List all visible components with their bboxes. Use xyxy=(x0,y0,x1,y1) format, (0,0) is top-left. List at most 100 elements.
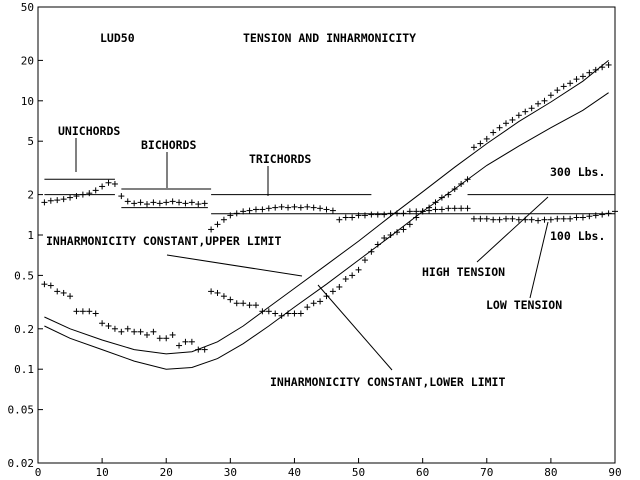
data-point xyxy=(124,325,131,332)
data-point xyxy=(182,200,189,207)
data-point xyxy=(406,208,413,215)
x-tick-label: 90 xyxy=(608,466,621,479)
data-point xyxy=(252,302,259,309)
data-point xyxy=(394,210,401,217)
data-point xyxy=(124,198,131,205)
data-point xyxy=(60,196,67,203)
data-point xyxy=(573,214,580,221)
data-point xyxy=(432,206,439,213)
data-point xyxy=(342,214,349,221)
y-tick-label: 0.2 xyxy=(14,323,34,336)
data-point xyxy=(156,335,163,342)
data-point xyxy=(150,328,157,335)
data-point xyxy=(214,289,221,296)
data-point xyxy=(490,129,497,136)
data-point xyxy=(342,276,349,283)
x-tick-label: 10 xyxy=(95,466,108,479)
data-point xyxy=(579,73,586,80)
data-point xyxy=(92,187,99,194)
data-point xyxy=(451,186,458,193)
data-point xyxy=(176,199,183,206)
y-tick-label: 0.05 xyxy=(8,404,35,417)
data-point xyxy=(79,308,86,315)
data-point xyxy=(156,200,163,207)
data-point xyxy=(41,199,48,206)
y-tick-label: 20 xyxy=(21,54,34,67)
data-point xyxy=(105,322,112,329)
y-tick-label: 50 xyxy=(21,1,34,14)
data-point xyxy=(208,288,215,295)
y-tick-label: 0.5 xyxy=(14,269,34,282)
data-point xyxy=(297,204,304,211)
data-point xyxy=(86,308,93,315)
data-point xyxy=(201,200,208,207)
annotation-leader-line xyxy=(476,196,549,263)
data-point xyxy=(483,135,490,142)
data-point xyxy=(368,248,375,255)
300-lbs-label: 300 Lbs. xyxy=(550,165,605,179)
data-point xyxy=(227,212,234,219)
data-point xyxy=(227,296,234,303)
data-point xyxy=(150,199,157,206)
data-point xyxy=(567,215,574,222)
y-tick-label: 5 xyxy=(27,135,34,148)
data-point xyxy=(470,144,477,151)
data-point xyxy=(400,226,407,233)
data-point xyxy=(317,205,324,212)
data-point xyxy=(470,215,477,222)
100-lbs-label: 100 Lbs. xyxy=(550,229,605,243)
data-point xyxy=(419,208,426,215)
data-point xyxy=(445,205,452,212)
unichords-label: UNICHORDS xyxy=(58,124,120,138)
data-point xyxy=(188,199,195,206)
data-point xyxy=(349,272,356,279)
data-point xyxy=(118,193,125,200)
data-point xyxy=(285,310,292,317)
data-point xyxy=(374,241,381,248)
data-point xyxy=(515,216,522,223)
data-point xyxy=(541,97,548,104)
low-tension-label: LOW TENSION xyxy=(486,298,562,312)
axis-ticks: 0 10 20 30 40 50 60 70 80 90 0.02 0.05 0.1 0.2 0.5 1 2 5 1… xyxy=(8,1,622,479)
data-point xyxy=(99,320,106,327)
high-tension-label: HIGH TENSION xyxy=(422,265,505,279)
data-point xyxy=(329,207,336,214)
data-point xyxy=(137,328,144,335)
data-point xyxy=(73,193,80,200)
data-point xyxy=(259,308,266,315)
x-tick-label: 40 xyxy=(288,466,301,479)
y-tick-label: 10 xyxy=(21,95,34,108)
data-point xyxy=(547,216,554,223)
x-tick-label: 70 xyxy=(480,466,493,479)
data-point xyxy=(233,210,240,217)
data-point xyxy=(599,64,606,71)
data-point xyxy=(285,204,292,211)
x-tick-label: 20 xyxy=(160,466,173,479)
data-point xyxy=(509,116,516,123)
data-point xyxy=(310,300,317,307)
data-point xyxy=(477,215,484,222)
data-point xyxy=(336,283,343,290)
data-point xyxy=(99,183,106,190)
data-point xyxy=(503,120,510,127)
data-point xyxy=(291,203,298,210)
data-point xyxy=(278,203,285,210)
data-point xyxy=(445,191,452,198)
data-point xyxy=(567,80,574,87)
data-point xyxy=(535,217,542,224)
data-point xyxy=(92,310,99,317)
data-point xyxy=(67,293,74,300)
data-point xyxy=(265,308,272,315)
data-point xyxy=(60,289,67,296)
data-point xyxy=(111,180,118,187)
data-point xyxy=(163,335,170,342)
data-point xyxy=(131,328,138,335)
data-point xyxy=(458,205,465,212)
data-point xyxy=(208,226,215,233)
data-point xyxy=(54,288,61,295)
data-point xyxy=(323,206,330,213)
data-point xyxy=(528,105,535,112)
upper-limit-curve xyxy=(44,60,609,355)
annotation-leader-line xyxy=(166,254,303,277)
